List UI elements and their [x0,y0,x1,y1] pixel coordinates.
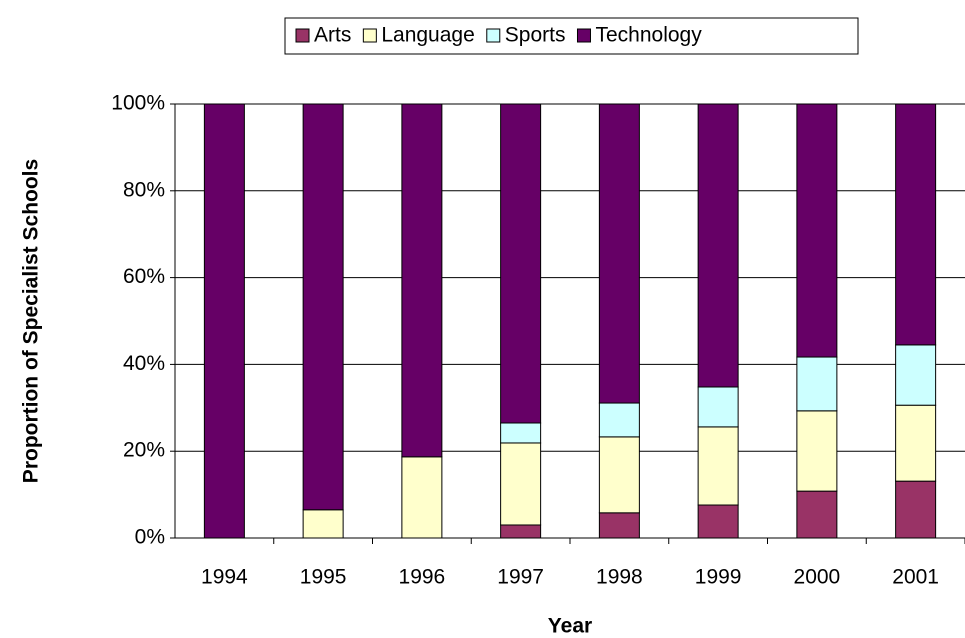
bar-segment [598,512,640,539]
bar-segment [401,456,443,539]
y-tick-label: 60% [123,265,165,288]
legend-box [284,17,859,55]
x-tick-label: 1998 [596,566,643,589]
bar-segment [500,422,542,444]
bar-segment [697,103,739,388]
bar-segment [598,103,640,404]
legend-label: Arts [314,24,351,47]
x-tick-label: 2000 [794,566,841,589]
bar-segment [796,490,838,539]
x-tick-label: 2001 [892,566,939,589]
y-tick-label: 0% [135,526,165,549]
x-axis-label: Year [548,615,592,638]
bar-segment [796,103,838,358]
bar-segment [895,404,937,482]
bar-segment [697,426,739,506]
y-tick-label: 100% [111,92,165,115]
x-tick-label: 1999 [695,566,742,589]
bar-segment [302,103,344,511]
bar-segment [598,436,640,514]
bar-segment [203,103,245,539]
bar-segment [302,509,344,539]
legend-label: Language [381,24,474,47]
bar-segment [697,386,739,428]
bar-segment [500,103,542,424]
x-tick-label: 1996 [399,566,446,589]
legend-swatch [486,28,501,43]
x-tick-label: 1995 [300,566,347,589]
bar-segment [895,344,937,406]
legend-label: Technology [595,24,702,47]
x-tick-label: 1997 [497,566,544,589]
bar-segment [796,410,838,492]
bar-segment [796,356,838,412]
legend-swatch [295,28,310,43]
bar-segment [500,442,542,526]
bar-segment [895,480,937,539]
y-tick-label: 20% [123,439,165,462]
y-tick-label: 80% [123,178,165,201]
legend-label: Sports [505,24,566,47]
bar-segment [401,103,443,458]
legend-swatch [576,28,591,43]
bar-segment [697,504,739,539]
bar-segment [895,103,937,346]
bar-segment [598,402,640,438]
legend-swatch [362,28,377,43]
y-axis-label: Proportion of Specialist Schools [20,159,43,483]
x-tick-label: 1994 [201,566,248,589]
bar-segment [500,524,542,539]
y-tick-label: 40% [123,352,165,375]
